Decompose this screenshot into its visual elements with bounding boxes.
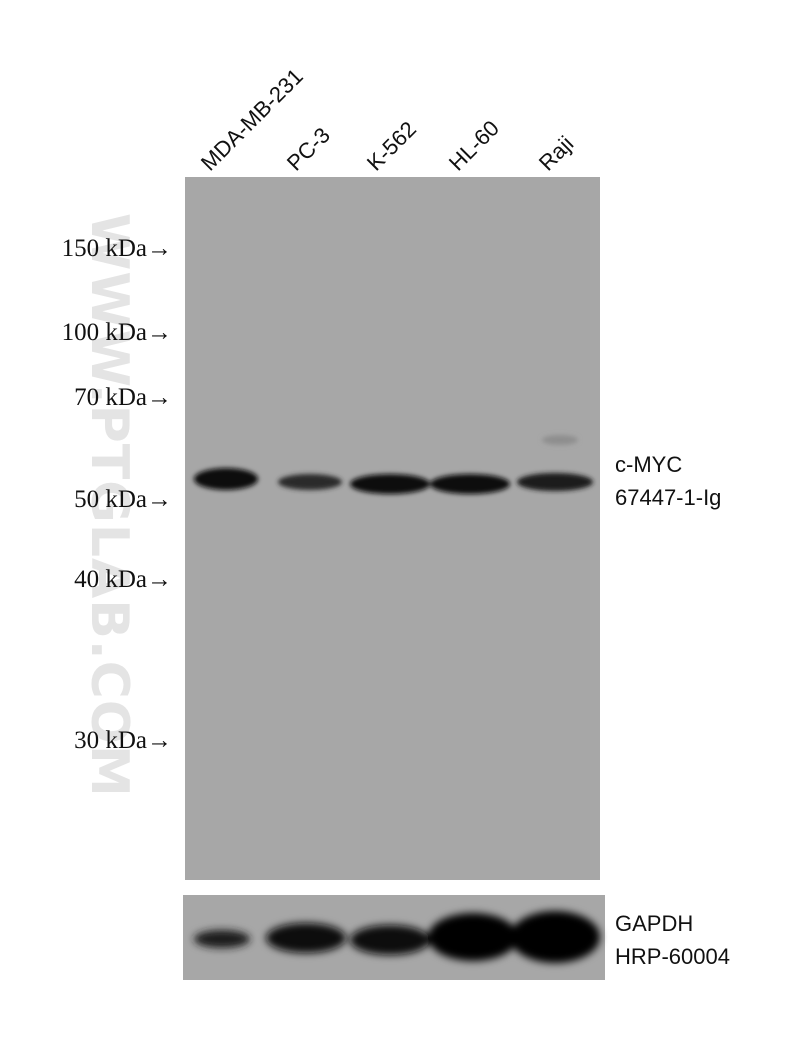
gapdh-bands — [194, 911, 600, 963]
marker-label: 40 kDa→ — [74, 566, 172, 593]
band — [542, 435, 578, 445]
band — [517, 473, 593, 491]
marker-label: 150 kDa→ — [62, 235, 172, 262]
lane-label: HL-60 — [444, 115, 504, 175]
marker-label: 50 kDa→ — [74, 486, 172, 513]
band — [350, 925, 430, 955]
marker-label: 100 kDa→ — [62, 319, 172, 346]
main-blot — [185, 177, 600, 880]
marker-label: 70 kDa→ — [74, 384, 172, 411]
lane-label: PC-3 — [282, 122, 335, 175]
band — [350, 474, 430, 494]
target-name: c-MYC — [615, 452, 682, 477]
band — [510, 911, 600, 963]
band — [194, 930, 250, 948]
band — [428, 913, 518, 961]
c-myc-bands — [194, 435, 593, 494]
marker-label: 30 kDa→ — [74, 727, 172, 754]
loading-control-name: GAPDH — [615, 911, 693, 936]
band — [278, 474, 342, 490]
band — [430, 474, 510, 494]
target-catalog: 67447-1-Ig — [615, 485, 721, 510]
watermark: WWW.PTGLAB.COM — [79, 213, 139, 798]
loading-control-catalog: HRP-60004 — [615, 944, 730, 969]
band — [194, 468, 258, 490]
band — [266, 923, 346, 953]
lane-label: K-562 — [362, 116, 421, 175]
lane-label: Raji — [534, 131, 578, 175]
marker-labels: 150 kDa→ 100 kDa→ 70 kDa→ 50 kDa→ 40 kDa→ 30 … — [62, 235, 172, 754]
